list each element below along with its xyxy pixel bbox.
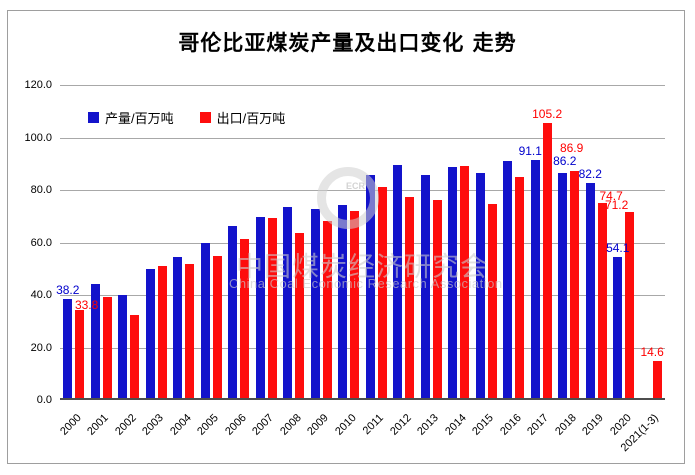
bar-production <box>90 283 100 399</box>
bar-export <box>322 220 332 399</box>
bar-production <box>393 164 403 399</box>
bar-export <box>487 203 497 399</box>
y-tick-label: 80.0 <box>30 184 52 196</box>
plot-area: 120.0 100.0 80.0 60.0 40.0 20.0 0.0 38.2 91.1 86.… <box>24 79 665 454</box>
bar-value-label: 74.7 <box>599 188 623 203</box>
bar-export <box>515 176 525 399</box>
bar-production <box>200 242 210 399</box>
grid-line <box>60 242 665 244</box>
bar-export <box>652 360 662 399</box>
bar-production <box>558 172 568 399</box>
bar-value-label: 82.2 <box>578 167 602 182</box>
bar-export <box>597 202 607 399</box>
bar-production <box>228 225 238 399</box>
bar-export <box>570 170 580 399</box>
production-legend-swatch-icon <box>88 112 99 123</box>
y-tick-label: 100.0 <box>24 131 52 144</box>
y-tick-label: 40.0 <box>30 289 52 301</box>
legend-item-export: 出口/百万吨 <box>199 108 286 127</box>
bar-production <box>173 257 183 399</box>
grid-line <box>60 137 665 139</box>
bar-export <box>130 315 140 399</box>
bar-production <box>448 167 458 399</box>
bar-production <box>420 174 430 399</box>
bar-export <box>350 211 360 399</box>
export-legend-swatch-icon <box>199 112 211 123</box>
bar-export <box>295 233 305 399</box>
bar-export <box>212 255 222 399</box>
bar-production <box>338 204 348 399</box>
bar-production <box>145 268 155 399</box>
bar-production <box>475 172 485 399</box>
chart-legend: 产量/百万吨 出口/百万吨 <box>88 108 285 127</box>
bar-export <box>157 265 167 399</box>
y-tick-label: 120.0 <box>24 79 52 91</box>
y-tick-label: 20.0 <box>30 341 52 354</box>
bar-value-label: 38.2 <box>56 282 80 297</box>
bar-export <box>460 166 470 399</box>
bar-export <box>405 196 415 399</box>
bar-value-label: 54.1 <box>606 240 630 255</box>
y-tick-label: 0.0 <box>36 394 52 406</box>
bar-export <box>377 187 387 399</box>
bar-production <box>63 298 73 399</box>
bar-export <box>542 122 552 399</box>
legend-label-export: 出口/百万吨 <box>216 111 286 126</box>
bar-production <box>118 295 128 399</box>
bar-value-label: 71.2 <box>604 198 629 213</box>
bar-value-label: 33.8 <box>74 298 99 313</box>
bar-export <box>432 199 442 399</box>
bar-export <box>240 239 250 399</box>
chart-title: 哥伦比亚煤炭产量及出口变化 走势 <box>178 30 517 55</box>
bar-export <box>625 212 635 399</box>
y-tick-label: 60.0 <box>30 236 52 249</box>
bar-production <box>310 208 320 399</box>
grid-line <box>60 295 665 296</box>
bar-value-label: 91.1 <box>518 143 542 158</box>
bar-production <box>283 207 293 399</box>
bar-export <box>102 297 112 399</box>
bar-production <box>530 159 540 399</box>
grid-line <box>60 347 665 349</box>
bar-production <box>503 161 513 399</box>
bar-export <box>185 264 195 399</box>
bar-value-label: 86.9 <box>559 140 584 155</box>
bar-export <box>75 310 85 399</box>
bar-production <box>613 257 623 399</box>
grid-line <box>60 85 665 86</box>
legend-label-production: 产量/百万吨 <box>105 111 174 126</box>
grid-line <box>60 190 665 191</box>
legend-item-production: 产量/百万吨 <box>88 108 174 127</box>
bar-production <box>365 174 375 399</box>
bar-export <box>267 217 277 399</box>
bar-production <box>255 216 265 399</box>
bar-value-label: 105.2 <box>532 106 563 121</box>
bar-production <box>585 183 595 399</box>
bar-value-label: 14.6 <box>640 344 664 359</box>
x-axis-line <box>60 398 665 400</box>
bar-value-label: 86.2 <box>553 153 577 168</box>
